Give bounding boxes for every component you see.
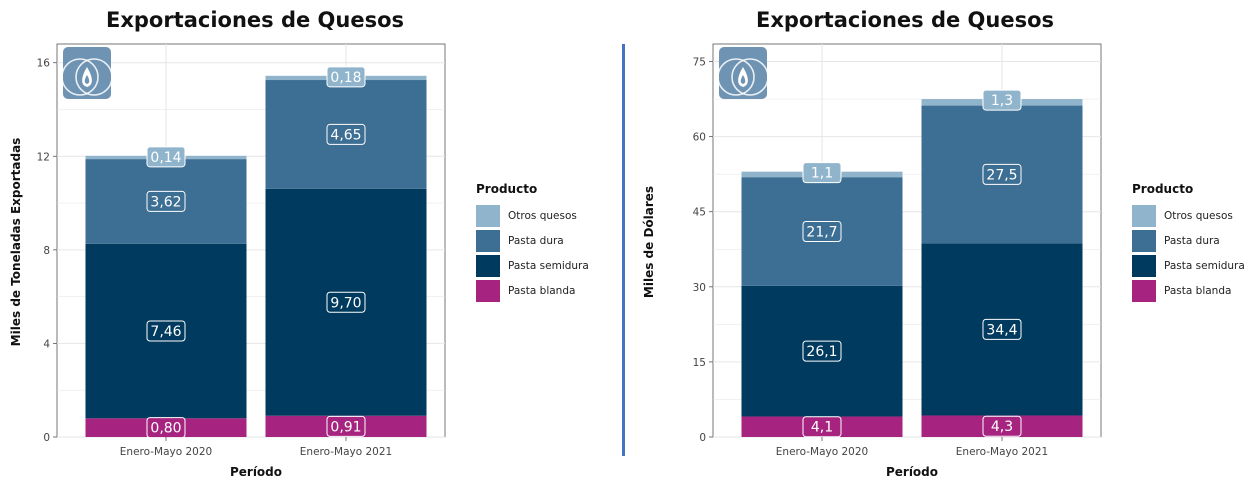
data-label: 26,1: [806, 344, 837, 360]
legend-key-pasta-dura: [1132, 230, 1156, 252]
data-label-box: [326, 123, 366, 145]
data-label: 0,91: [330, 419, 361, 435]
data-label: 21,7: [806, 224, 837, 240]
y-tick-label: 0: [699, 432, 706, 444]
x-axis-title: Período: [229, 465, 283, 479]
data-label: 0,18: [330, 70, 361, 86]
panel-divider: [622, 44, 625, 456]
legend-item-otros-quesos: Otros quesos: [476, 204, 589, 228]
legend-title: Producto: [476, 182, 538, 196]
legend-key-pasta-blanda: [476, 280, 500, 302]
data-label: 34,4: [986, 322, 1017, 338]
legend-label: Pasta semidura: [508, 260, 589, 272]
data-label: 0,80: [150, 421, 181, 437]
y-tick-label: 4: [43, 338, 50, 350]
x-tick-label: Enero-Mayo 2020: [776, 446, 868, 458]
data-label: 1,3: [991, 93, 1013, 109]
data-label-box: [326, 415, 366, 437]
legend-label: Pasta blanda: [1164, 285, 1232, 297]
y-tick-label: 75: [693, 57, 706, 69]
data-label-box: [146, 146, 186, 168]
logo-icon: [719, 47, 767, 99]
data-label: 7,46: [150, 324, 181, 340]
data-label-box: [982, 318, 1022, 340]
data-label-box: [982, 415, 1022, 437]
legend-item-pasta-semidura: Pasta semidura: [1132, 254, 1245, 278]
legend-item-pasta-blanda: Pasta blanda: [1132, 279, 1245, 303]
data-label-box: [326, 66, 366, 88]
legend: Producto Otros quesos Pasta dura Pasta s…: [476, 182, 589, 304]
x-tick-label: Enero-Mayo 2021: [300, 446, 392, 458]
legend-key-pasta-semidura: [476, 255, 500, 277]
legend-key-otros-quesos: [476, 205, 500, 227]
x-axis-title: Período: [885, 465, 939, 479]
legend-key-otros-quesos: [1132, 205, 1156, 227]
data-label-box: [146, 320, 186, 342]
y-tick-label: 0: [43, 432, 50, 444]
y-tick-label: 15: [693, 357, 706, 369]
data-label-box: [982, 163, 1022, 185]
y-tick-label: 60: [693, 132, 706, 144]
legend-label: Otros quesos: [508, 210, 577, 222]
y-axis-title: Miles de Dólares: [642, 185, 656, 299]
data-label: 1,1: [811, 166, 833, 182]
chart-plot-toneladas: 0 4 8 12 16 0,80 7,46 3,62 0,14 Enero-Mayo 2020 0,…: [37, 43, 446, 458]
data-label: 3,62: [150, 194, 181, 210]
data-label: 4,65: [330, 127, 361, 143]
y-tick-label: 8: [43, 245, 50, 257]
data-label-box: [326, 291, 366, 313]
legend-item-pasta-blanda: Pasta blanda: [476, 279, 589, 303]
x-tick-label: Enero-Mayo 2020: [120, 446, 212, 458]
y-tick-label: 30: [693, 282, 706, 294]
legend-item-otros-quesos: Otros quesos: [1132, 204, 1245, 228]
data-label: 27,5: [986, 167, 1017, 183]
y-tick-label: 16: [37, 58, 51, 70]
chart-title: Exportaciones de Quesos: [105, 8, 405, 32]
data-label: 4,3: [991, 419, 1013, 435]
data-label: 0,14: [150, 150, 181, 166]
data-label-box: [802, 340, 842, 362]
logo-icon: [63, 47, 111, 99]
chart-panel-toneladas: Exportaciones de Quesos 0 4 8 12 16 0,80 7,46 3…: [0, 0, 620, 484]
legend-label: Otros quesos: [1164, 210, 1233, 222]
legend: Producto Otros quesos Pasta dura Pasta s…: [1132, 182, 1245, 304]
data-label: 4,1: [811, 420, 833, 436]
legend-item-pasta-dura: Pasta dura: [1132, 229, 1245, 253]
legend-item-pasta-dura: Pasta dura: [476, 229, 589, 253]
chart-title: Exportaciones de Quesos: [755, 8, 1055, 32]
legend-label: Pasta dura: [508, 235, 564, 247]
y-axis-title: Miles de Toneladas Exportadas: [9, 137, 23, 347]
chart-panel-dolares: Exportaciones de Quesos 0 15 30 45 60 75 4,1 26…: [627, 0, 1255, 484]
y-tick-label: 12: [37, 151, 50, 163]
legend-key-pasta-blanda: [1132, 280, 1156, 302]
legend-key-pasta-dura: [476, 230, 500, 252]
legend-title: Producto: [1132, 182, 1194, 196]
legend-label: Pasta semidura: [1164, 260, 1245, 272]
y-tick-label: 45: [693, 207, 706, 219]
data-label-box: [982, 89, 1022, 111]
legend-label: Pasta dura: [1164, 235, 1220, 247]
data-label-box: [146, 190, 186, 212]
data-label-box: [802, 220, 842, 242]
x-tick-label: Enero-Mayo 2021: [956, 446, 1048, 458]
chart-plot-dolares: 0 15 30 45 60 75 4,1 26,1 21,7 1,1 Enero-Mayo 2020…: [693, 43, 1102, 458]
legend-key-pasta-semidura: [1132, 255, 1156, 277]
legend-label: Pasta blanda: [508, 285, 576, 297]
data-label: 9,70: [330, 295, 361, 311]
data-label-box: [802, 162, 842, 184]
data-label-box: [802, 416, 842, 438]
legend-item-pasta-semidura: Pasta semidura: [476, 254, 589, 278]
